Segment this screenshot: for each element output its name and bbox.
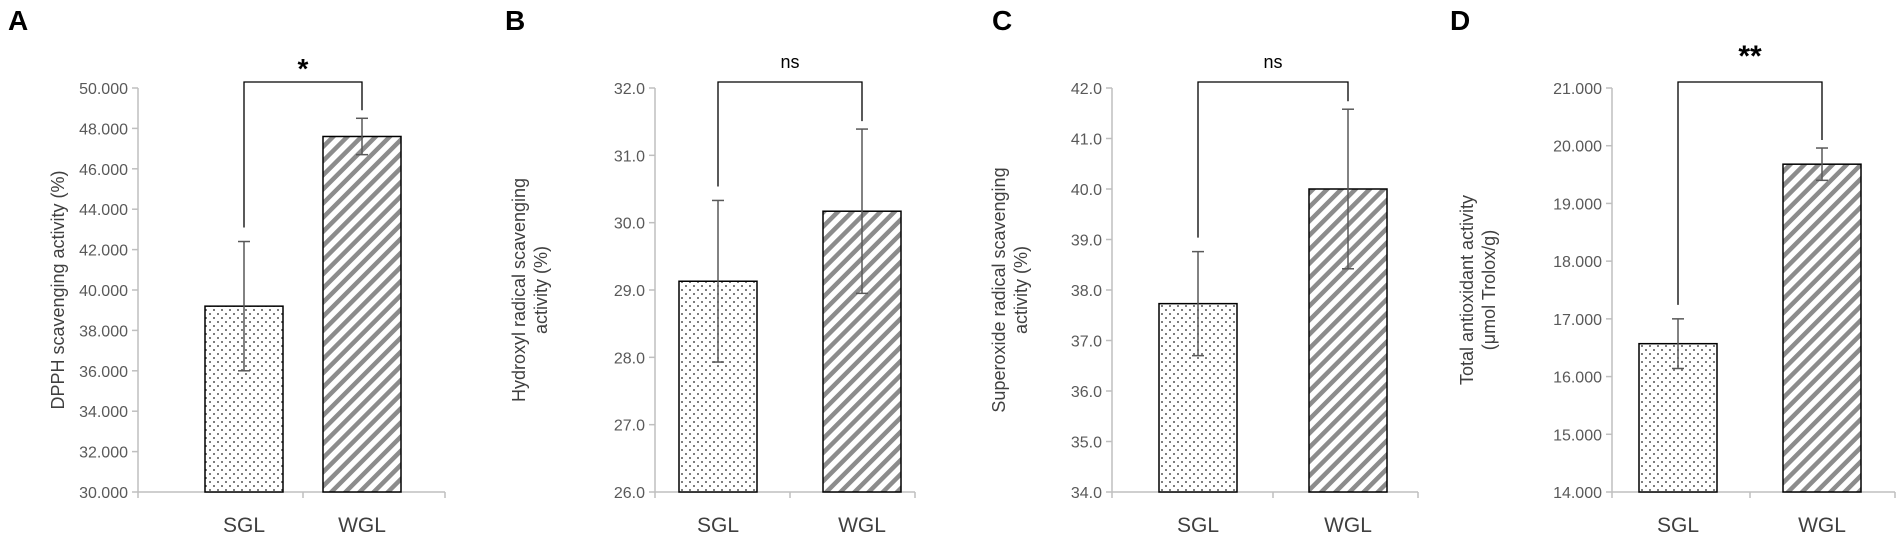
significance-label: ns: [780, 52, 799, 72]
y-tick-label: 27.0: [614, 418, 645, 435]
y-tick-label: 50.000: [79, 81, 128, 98]
x-category-label: SGL: [697, 514, 739, 537]
y-tick-label: 39.0: [1071, 233, 1102, 250]
x-category-label: WGL: [1324, 514, 1372, 537]
y-tick-label: 35.0: [1071, 435, 1102, 452]
y-tick-label: 30.0: [614, 216, 645, 233]
significance-label: **: [1738, 40, 1762, 73]
significance-bracket: [1677, 81, 1823, 305]
significance-label: *: [298, 53, 309, 84]
y-tick-label: 20.000: [1553, 139, 1602, 156]
y-tick-label: 16.000: [1553, 370, 1602, 387]
panel-d: D 14.000 15.000 16.000 17.000 18.000 19.000 20.…: [1450, 5, 1896, 537]
panel-b: B 26.0 27.0 28.0 29.0 30.0 31.0 32.0 Hydroxyl ra…: [505, 5, 916, 537]
y-tick-label: 41.0: [1071, 132, 1102, 149]
y-tick-label: 44.000: [79, 202, 128, 219]
y-tick-label: 26.0: [614, 485, 645, 502]
y-tick-label: 30.000: [79, 485, 128, 502]
y-tick-label: 38.000: [79, 323, 128, 340]
y-tick-label: 14.000: [1553, 485, 1602, 502]
significance-bracket: [717, 81, 863, 187]
x-category-label: SGL: [223, 514, 265, 537]
panel-letter: B: [505, 5, 525, 36]
y-tick-label: 34.0: [1071, 485, 1102, 502]
panel-c: C 34.0 35.0 36.0 37.0 38.0 39.0 40.0 41.0 42.0 Sup…: [989, 5, 1419, 537]
significance-bracket: [243, 81, 363, 228]
y-tick-label: 32.0: [614, 81, 645, 98]
y-tick-label: 36.000: [79, 364, 128, 381]
panel-letter: D: [1450, 5, 1470, 36]
y-axis-label: Total antioxidant activity: [1457, 195, 1477, 385]
y-tick-label: 28.0: [614, 350, 645, 367]
y-tick-label: 40.0: [1071, 182, 1102, 199]
bar-wgl: [322, 135, 402, 493]
y-tick-label: 19.000: [1553, 196, 1602, 213]
y-tick-label: 42.000: [79, 243, 128, 260]
y-axis-label: Hydroxyl radical scavenging: [509, 178, 529, 402]
y-tick-label: 15.000: [1553, 427, 1602, 444]
y-axis-label: activity (%): [1011, 246, 1031, 334]
x-category-label: WGL: [338, 514, 386, 537]
y-tick-label: 21.000: [1553, 81, 1602, 98]
y-tick-label: 32.000: [79, 445, 128, 462]
x-category-label: SGL: [1657, 514, 1699, 537]
y-axis-label: Superoxide radical scavenging: [989, 167, 1009, 412]
y-tick-label: 40.000: [79, 283, 128, 300]
y-tick-label: 31.0: [614, 148, 645, 165]
x-category-label: WGL: [1798, 514, 1846, 537]
bar-sgl: [204, 305, 284, 493]
y-tick-label: 42.0: [1071, 81, 1102, 98]
panel-a: A 30.000 32.000 34.000 36.000 38.000 40.000 42.…: [8, 5, 446, 537]
panel-letter: C: [992, 5, 1012, 36]
y-tick-label: 37.0: [1071, 334, 1102, 351]
y-tick-label: 48.000: [79, 121, 128, 138]
y-axis-label: (μmol Trolox/g): [1479, 230, 1499, 350]
significance-bracket: [1197, 81, 1349, 238]
y-tick-label: 38.0: [1071, 283, 1102, 300]
y-axis-label: activity (%): [531, 246, 551, 334]
x-category-label: WGL: [838, 514, 886, 537]
bar-wgl: [1782, 163, 1862, 493]
y-tick-label: 18.000: [1553, 254, 1602, 271]
y-axis-label: DPPH scavenging activity (%): [48, 170, 68, 409]
y-tick-label: 29.0: [614, 283, 645, 300]
y-tick-label: 46.000: [79, 162, 128, 179]
panel-letter: A: [8, 5, 28, 36]
y-tick-label: 34.000: [79, 404, 128, 421]
y-tick-label: 36.0: [1071, 384, 1102, 401]
x-category-label: SGL: [1177, 514, 1219, 537]
y-tick-label: 17.000: [1553, 312, 1602, 329]
significance-label: ns: [1263, 52, 1282, 72]
